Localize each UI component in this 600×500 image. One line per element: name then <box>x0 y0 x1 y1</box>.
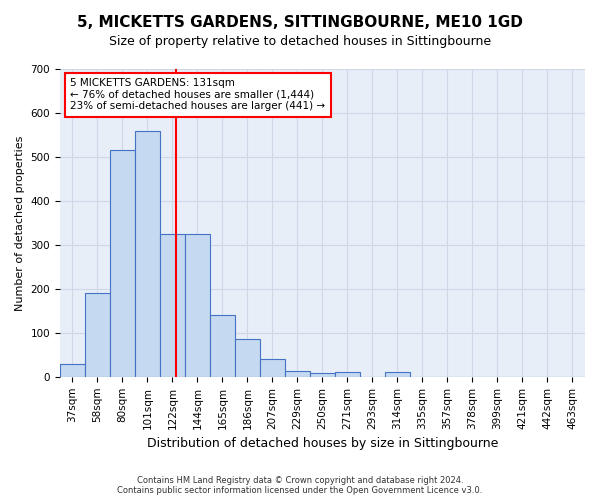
X-axis label: Distribution of detached houses by size in Sittingbourne: Distribution of detached houses by size … <box>147 437 498 450</box>
Bar <box>110 150 135 377</box>
Text: Contains HM Land Registry data © Crown copyright and database right 2024.
Contai: Contains HM Land Registry data © Crown c… <box>118 476 482 495</box>
Text: Size of property relative to detached houses in Sittingbourne: Size of property relative to detached ho… <box>109 35 491 48</box>
Bar <box>160 234 185 377</box>
Bar <box>235 340 260 377</box>
Text: 5 MICKETTS GARDENS: 131sqm
← 76% of detached houses are smaller (1,444)
23% of s: 5 MICKETTS GARDENS: 131sqm ← 76% of deta… <box>70 78 326 112</box>
Bar <box>335 372 360 377</box>
Bar <box>85 294 110 377</box>
Text: 5, MICKETTS GARDENS, SITTINGBOURNE, ME10 1GD: 5, MICKETTS GARDENS, SITTINGBOURNE, ME10… <box>77 15 523 30</box>
Bar <box>135 130 160 377</box>
Bar <box>285 371 310 377</box>
Bar <box>210 316 235 377</box>
Bar <box>385 372 410 377</box>
Bar <box>310 373 335 377</box>
Bar <box>260 359 285 377</box>
Y-axis label: Number of detached properties: Number of detached properties <box>15 135 25 310</box>
Bar <box>60 364 85 377</box>
Bar <box>185 234 210 377</box>
